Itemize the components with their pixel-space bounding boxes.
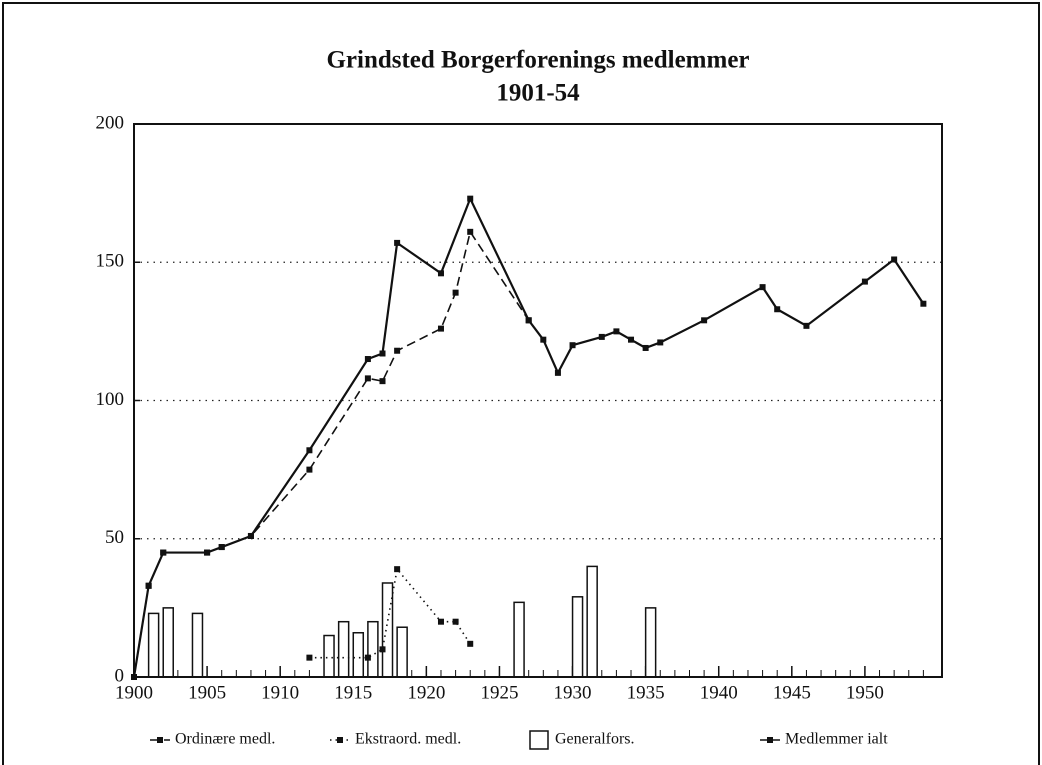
marker xyxy=(364,356,371,363)
plot-frame xyxy=(133,123,943,678)
marker xyxy=(701,317,708,324)
y-tick-label: 100 xyxy=(96,389,125,410)
marker xyxy=(759,284,766,291)
legend-marker xyxy=(157,737,163,743)
x-tick-label: 1930 xyxy=(554,682,592,703)
marker xyxy=(891,256,898,263)
y-tick-label: 50 xyxy=(105,527,124,548)
marker xyxy=(247,532,254,539)
series-line xyxy=(133,229,530,678)
marker xyxy=(306,466,313,473)
marker xyxy=(598,333,605,340)
x-tick-label: 1905 xyxy=(188,682,226,703)
bar xyxy=(367,620,379,678)
bar xyxy=(191,612,204,678)
legend-swatch xyxy=(529,730,549,750)
marker xyxy=(452,618,459,625)
marker xyxy=(437,618,444,625)
x-tick-label: 1935 xyxy=(627,682,665,703)
legend-marker xyxy=(337,737,343,743)
marker xyxy=(379,646,386,653)
marker xyxy=(437,270,444,277)
x-tick-label: 1925 xyxy=(480,682,518,703)
bar xyxy=(381,582,394,678)
marker xyxy=(642,344,649,351)
marker xyxy=(861,278,868,285)
x-tick-label: 1915 xyxy=(334,682,372,703)
marker xyxy=(554,369,561,376)
legend-marker xyxy=(767,737,773,743)
marker xyxy=(803,322,810,329)
marker xyxy=(467,640,474,647)
legend-label: Generalfors. xyxy=(555,731,635,748)
marker xyxy=(774,306,781,313)
y-tick-label: 200 xyxy=(96,112,125,133)
x-tick-label: 1945 xyxy=(773,682,811,703)
x-tick-label: 1940 xyxy=(700,682,738,703)
bar xyxy=(162,607,174,678)
legend-label: Medlemmer ialt xyxy=(785,731,888,748)
marker xyxy=(613,328,620,335)
bar xyxy=(323,634,335,678)
y-tick-label: 0 xyxy=(115,665,125,686)
x-tick-label: 1920 xyxy=(407,682,445,703)
marker xyxy=(657,339,664,346)
marker xyxy=(540,336,547,343)
marker xyxy=(364,375,371,382)
marker xyxy=(204,549,211,556)
marker xyxy=(145,582,152,589)
marker xyxy=(218,544,225,551)
bar xyxy=(337,620,350,678)
bar xyxy=(147,612,160,678)
marker xyxy=(394,239,401,246)
bar xyxy=(352,632,365,678)
marker xyxy=(160,549,167,556)
marker xyxy=(628,336,635,343)
marker xyxy=(920,300,927,307)
marker xyxy=(306,654,313,661)
chart-title: Grindsted Borgerforenings medlemmer xyxy=(326,47,749,74)
marker xyxy=(379,378,386,385)
legend-label: Ekstraord. medl. xyxy=(355,731,461,748)
bar xyxy=(396,626,408,678)
x-tick-label: 1900 xyxy=(115,682,153,703)
marker xyxy=(467,228,474,235)
marker xyxy=(306,447,313,454)
chart-subtitle: 1901-54 xyxy=(496,80,580,107)
x-tick-label: 1950 xyxy=(846,682,884,703)
marker xyxy=(394,347,401,354)
series-line xyxy=(132,195,925,678)
marker xyxy=(364,654,371,661)
marker xyxy=(452,289,459,296)
bar xyxy=(586,565,598,678)
marker xyxy=(525,317,532,324)
bar xyxy=(513,601,525,678)
bar xyxy=(571,596,584,678)
marker xyxy=(569,342,576,349)
y-tick-label: 150 xyxy=(96,251,125,272)
legend-label: Ordinære medl. xyxy=(175,731,275,748)
marker xyxy=(394,566,401,573)
marker xyxy=(379,350,386,357)
marker xyxy=(437,325,444,332)
bar xyxy=(644,607,657,678)
x-tick-label: 1910 xyxy=(261,682,299,703)
marker xyxy=(467,195,474,202)
